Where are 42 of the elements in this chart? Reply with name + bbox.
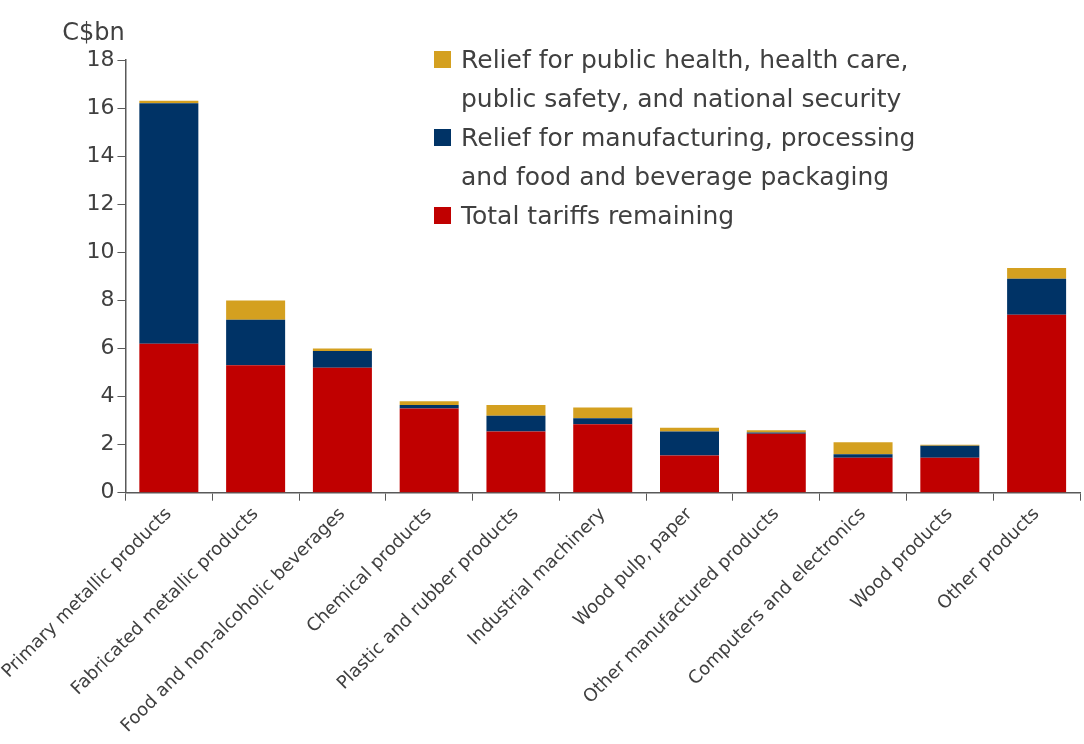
bar: [1007, 278, 1067, 315]
bar: [833, 442, 893, 455]
y-tick-label: 14: [86, 141, 115, 167]
bar: [312, 367, 372, 493]
bar: [399, 408, 459, 493]
y-tick-label: 16: [86, 93, 115, 119]
bar: [312, 350, 372, 368]
bar: [833, 454, 893, 458]
bar: [573, 407, 633, 419]
y-tick-label: 0: [100, 478, 115, 504]
bar: [833, 457, 893, 493]
bar: [139, 103, 199, 344]
bar: [139, 343, 199, 493]
bar: [1007, 314, 1067, 493]
bar: [399, 401, 459, 405]
bar: [226, 365, 286, 493]
bar: [573, 418, 633, 425]
bar: [920, 445, 980, 458]
bar: [1007, 267, 1067, 279]
y-tick-label: 8: [100, 286, 115, 312]
bar: [399, 404, 459, 409]
bar: [312, 348, 372, 351]
legend-label: Relief for manufacturing, processing and food and beverage packaging: [461, 122, 917, 193]
y-tick-label: 10: [86, 238, 115, 264]
y-tick-label: 6: [100, 334, 115, 360]
y-tick-label: 18: [86, 45, 115, 71]
bar: [660, 455, 720, 493]
bar: [226, 319, 286, 366]
bar: [746, 433, 806, 493]
bar: [920, 457, 980, 493]
y-tick-label: 12: [86, 189, 115, 215]
legend-label: Total tariffs remaining: [461, 200, 735, 232]
bar: [573, 424, 633, 493]
bar: [486, 431, 546, 493]
bar: [486, 415, 546, 432]
bar: [660, 431, 720, 456]
y-axis-title: C$bn: [62, 18, 125, 47]
legend-label: Relief for public health, health care, public safety, and national security: [461, 44, 910, 115]
y-tick-label: 4: [100, 382, 115, 408]
bar: [226, 300, 286, 320]
bar: [486, 404, 546, 416]
y-tick-label: 2: [100, 430, 115, 456]
